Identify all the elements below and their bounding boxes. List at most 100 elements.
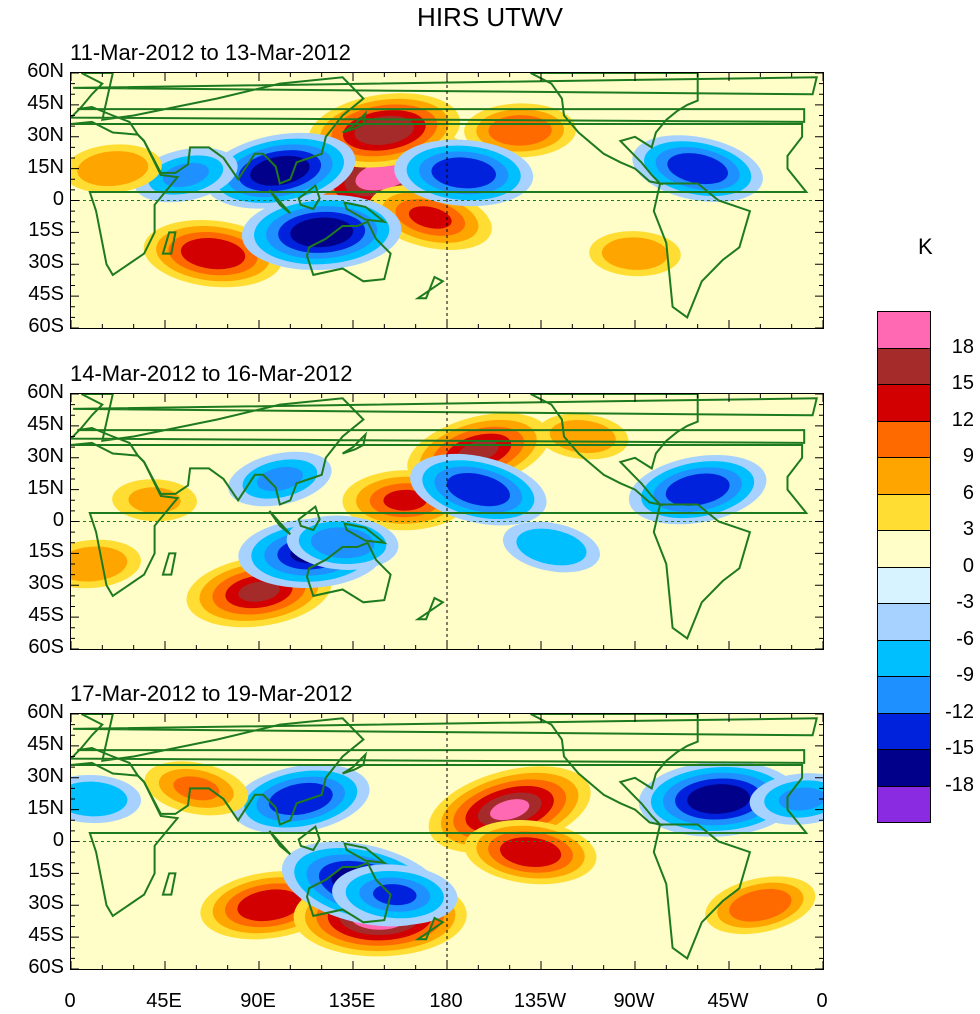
anomaly-blob	[112, 479, 197, 522]
anomaly-map-2	[71, 394, 823, 649]
anomaly-blob	[71, 144, 162, 193]
map-panel-2	[70, 393, 824, 650]
coastline	[161, 872, 177, 896]
coastline	[268, 189, 292, 215]
coastline	[297, 504, 321, 532]
coastline	[297, 824, 321, 852]
coastline	[297, 183, 321, 211]
lat-tick-label: 15S	[28, 540, 64, 563]
colorbar-swatch	[877, 457, 931, 495]
colorbar-label: -9	[956, 664, 974, 686]
coastline	[73, 76, 818, 96]
coastline	[305, 861, 392, 924]
lat-tick-label: 45N	[27, 91, 64, 114]
lon-tick-label: 0	[816, 990, 828, 1012]
lat-tick-label: 60S	[28, 315, 64, 337]
lon-tick-label: 135W	[513, 990, 567, 1012]
lon-tick-label: 45E	[146, 990, 182, 1012]
lon-tick-label: 180	[429, 990, 463, 1012]
anomaly-map-1	[71, 73, 823, 328]
chart-title: HIRS UTWV	[417, 2, 563, 32]
colorbar-label: -15	[945, 737, 974, 759]
coastline	[343, 522, 388, 545]
lat-tick-label: 15N	[27, 155, 64, 178]
lat-tick-label: 60S	[28, 956, 64, 978]
coastline	[652, 182, 752, 319]
lat-tick-label: 15S	[28, 860, 64, 883]
map-panel-3	[70, 713, 824, 970]
coastline	[652, 503, 752, 640]
coastline	[71, 714, 806, 826]
panel-3-title: 17-Mar-2012 to 19-Mar-2012	[70, 681, 353, 706]
coastline	[652, 823, 752, 960]
coastline	[305, 541, 392, 604]
anomaly-blob	[71, 539, 141, 589]
lat-tick-label: 60N	[27, 381, 64, 403]
colorbar-swatch	[877, 712, 931, 750]
anomaly-blob	[638, 761, 799, 837]
colorbar-swatch	[877, 603, 931, 641]
lat-tick-label: 0	[52, 508, 64, 531]
lat-tick-label: 0	[52, 187, 64, 210]
anomaly-blob	[286, 515, 399, 570]
coastline	[161, 552, 177, 576]
colorbar-label: 15	[951, 372, 974, 394]
lat-tick-label: 0	[52, 828, 64, 851]
coastline	[71, 761, 809, 918]
lon-tick-label: 45W	[707, 990, 749, 1012]
colorbar-label: 6	[962, 481, 974, 504]
anomaly-blob	[502, 521, 600, 573]
colorbar-swatch	[877, 530, 931, 568]
coastline	[343, 842, 388, 865]
coastline	[530, 394, 699, 507]
colorbar-label: -18	[945, 773, 974, 796]
coastline	[268, 510, 292, 536]
anomaly-blob	[410, 453, 547, 526]
colorbar-swatch	[877, 676, 931, 714]
anomaly-blob	[464, 103, 577, 158]
panel-2-title: 14-Mar-2012 to 16-Mar-2012	[70, 361, 353, 386]
coastline	[342, 751, 368, 775]
colorbar-swatch	[877, 493, 931, 531]
panel-1-title: 11-Mar-2012 to 13-Mar-2012	[70, 40, 351, 65]
anomaly-blob	[749, 773, 823, 825]
colorbar-label: -12	[945, 700, 974, 723]
colorbar-label: 0	[962, 554, 974, 577]
anomaly-blob	[241, 194, 402, 271]
coastline	[71, 73, 806, 185]
coastline	[414, 596, 445, 621]
coastline	[414, 916, 445, 941]
lon-tick-label: 90W	[613, 990, 655, 1012]
colorbar-label: 9	[962, 445, 974, 467]
lat-tick-label: 60N	[27, 60, 64, 82]
anomaly-blob	[228, 451, 332, 507]
colorbar-swatch	[877, 566, 931, 604]
lat-tick-label: 45N	[27, 732, 64, 755]
lat-tick-label: 15S	[28, 219, 64, 242]
anomaly-blob	[71, 774, 142, 824]
anomaly-blob	[332, 864, 458, 925]
colorbar-swatch	[877, 749, 931, 787]
colorbar-unit: K	[918, 234, 933, 259]
lat-tick-label: 45S	[28, 924, 64, 947]
colorbar-swatch	[877, 347, 931, 385]
anomaly-blob	[589, 231, 681, 277]
coastline	[343, 201, 388, 224]
coastline	[342, 431, 368, 455]
coastline	[73, 397, 818, 417]
coastline	[71, 120, 809, 277]
coastline	[161, 231, 177, 255]
colorbar-swatch	[877, 311, 931, 349]
coastline	[305, 220, 392, 283]
lon-tick-label: 135E	[328, 990, 376, 1012]
coastline	[530, 714, 699, 827]
anomaly-blob	[632, 135, 763, 203]
lat-tick-label: 30N	[27, 123, 64, 146]
anomaly-blob	[231, 764, 370, 834]
anomaly-blob	[394, 139, 534, 207]
lat-tick-label: 30S	[28, 572, 64, 595]
anomaly-blob	[705, 876, 816, 935]
colorbar-label: 18	[951, 335, 974, 358]
lat-tick-label: 15N	[27, 476, 64, 499]
lat-tick-label: 30S	[28, 251, 64, 274]
